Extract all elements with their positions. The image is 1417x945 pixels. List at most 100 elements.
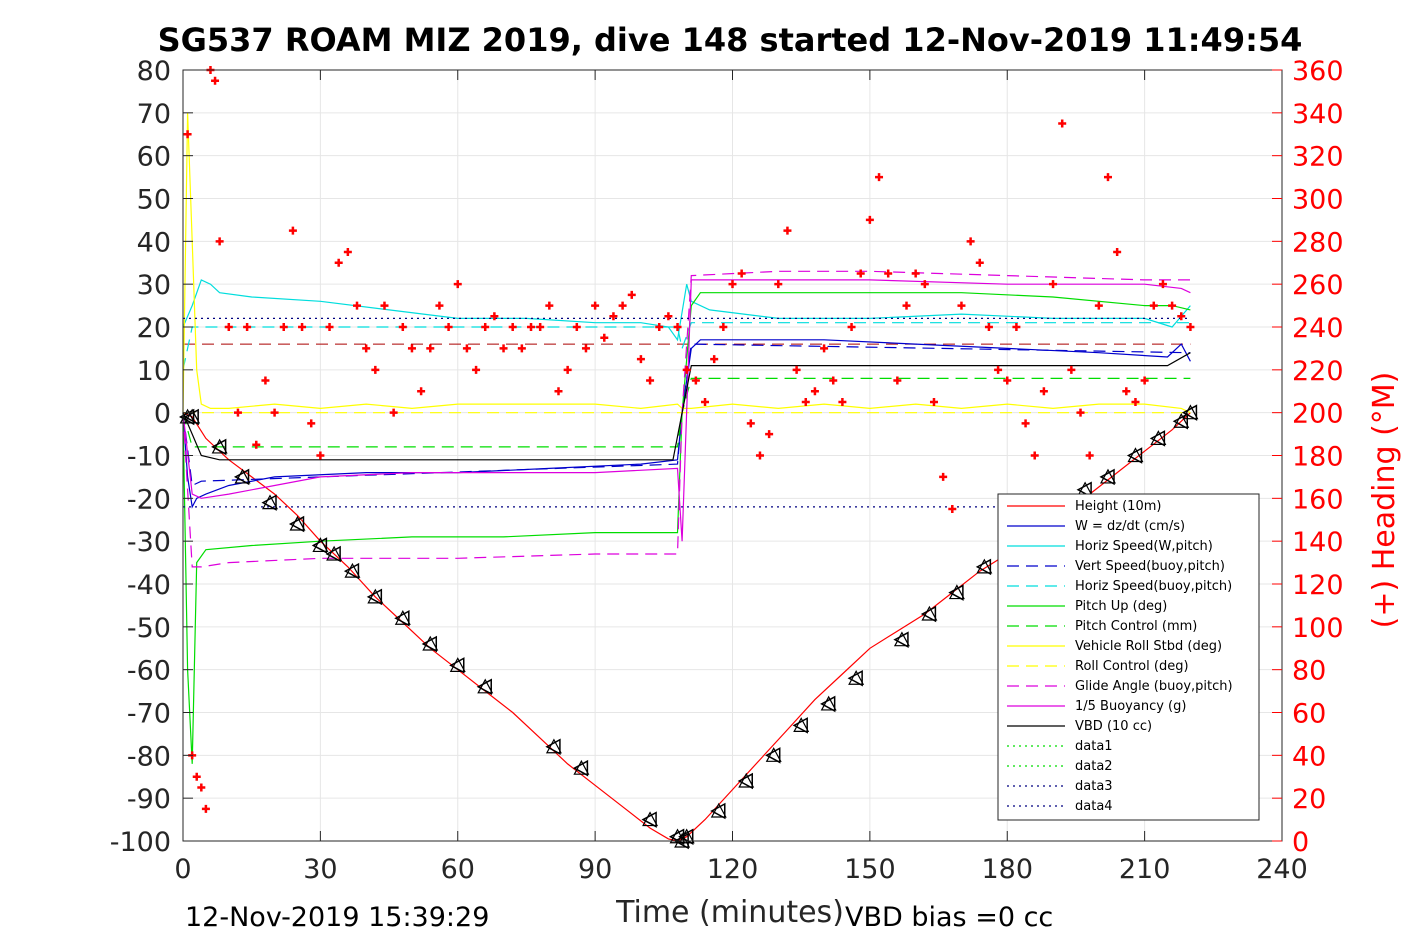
right-y-tick-label: 320: [1292, 142, 1344, 173]
chart-title: SG537 ROAM MIZ 2019, dive 148 started 12…: [158, 21, 1303, 59]
vehicle-marker-up: [1150, 430, 1167, 445]
heading-point: [746, 419, 755, 428]
vehicle-marker-left: [948, 584, 964, 601]
heading-point: [472, 365, 481, 374]
heading-point: [755, 451, 764, 460]
x-tick-label: 30: [303, 854, 337, 885]
heading-point: [380, 301, 389, 310]
heading-point: [389, 408, 398, 417]
right-y-tick-label: 100: [1292, 613, 1344, 644]
heading-point: [192, 772, 201, 781]
y-tick-label: -10: [127, 442, 171, 473]
vehicle-marker-up: [573, 759, 590, 775]
vehicle-marker-up: [765, 747, 782, 762]
vehicle-marker-up: [344, 562, 361, 578]
heading-point: [591, 301, 600, 310]
vehicle-marker-left: [893, 631, 909, 648]
heading-point: [847, 323, 856, 331]
legend-label: 1/5 Buoyancy (g): [1075, 699, 1186, 714]
heading-point: [984, 323, 993, 331]
legend: Height (10m) W = dz/dt (cm/s) Horiz Speed(…: [997, 493, 1260, 821]
y-tick-label: -80: [127, 741, 171, 772]
heading-point: [517, 344, 526, 353]
vehicle-marker-up: [422, 635, 439, 651]
y-tick-label: 80: [137, 56, 171, 87]
heading-point: [527, 323, 536, 331]
heading-point: [948, 505, 957, 514]
vehicle-marker-left: [572, 759, 589, 777]
right-y-tick-label: 280: [1292, 227, 1344, 258]
vehicle-marker-up: [394, 610, 411, 625]
heading-point: [994, 365, 1003, 374]
heading-point: [1177, 312, 1186, 321]
heading-point: [426, 344, 435, 353]
heading-point: [1122, 387, 1131, 396]
vehicle-marker-up: [820, 695, 837, 711]
right-y-tick-label: 360: [1292, 56, 1344, 87]
heading-point: [838, 397, 847, 406]
legend-label: Pitch Control (mm): [1075, 619, 1197, 634]
heading-point: [810, 387, 819, 396]
heading-point: [618, 301, 627, 310]
plot-area: [178, 66, 1199, 850]
heading-point: [545, 301, 554, 310]
y-tick-label: -100: [110, 827, 171, 858]
y-tick-label: -60: [127, 656, 171, 687]
y-tick-label: -90: [127, 784, 171, 815]
y-tick-label: -20: [127, 484, 171, 515]
heading-point: [499, 344, 508, 353]
heading-point: [444, 323, 453, 331]
series-line-5: [182, 292, 1191, 764]
right-y-tick-label: 200: [1292, 399, 1344, 430]
y-tick-label: 10: [137, 356, 171, 387]
heading-point: [183, 130, 192, 139]
y-tick-label: -40: [127, 570, 171, 601]
vehicle-marker-left: [366, 588, 383, 606]
heading-point: [1131, 397, 1140, 406]
x-tick-label: 90: [578, 854, 612, 885]
vehicle-marker-up: [738, 772, 755, 788]
legend-label: W = dz/dt (cm/s): [1075, 519, 1185, 534]
vehicle-marker-left: [343, 562, 360, 580]
heading-point: [563, 365, 572, 374]
y-axis-ticks: 80 70 60 50 40 30 20 10 0 -10 -20 -30 -40 -50 -60 -70 -8…: [110, 56, 193, 858]
series-line-3: [182, 343, 1191, 487]
vehicle-marker-up: [312, 537, 329, 553]
heading-point: [201, 804, 210, 813]
heading-point: [939, 472, 948, 481]
series-line-9: [182, 270, 1191, 568]
series-line-11: [182, 352, 1191, 461]
vehicle-marker-left: [1181, 404, 1198, 421]
vehicle-marker-left: [233, 468, 250, 486]
vehicle-marker-up: [893, 631, 910, 647]
legend-label: Horiz Speed(buoy,pitch): [1075, 579, 1232, 594]
heading-point: [261, 376, 270, 385]
heading-point: [481, 323, 490, 331]
heading-point: [1113, 248, 1122, 257]
heading-point: [911, 269, 920, 278]
vehicle-marker-left: [792, 717, 808, 734]
vehicle-marker-left: [394, 610, 410, 627]
heading-point: [875, 173, 884, 182]
heading-point: [856, 269, 865, 278]
heading-point: [316, 451, 325, 460]
right-y-tick-label: 20: [1292, 784, 1326, 815]
heading-point: [801, 397, 810, 406]
series-line-10: [182, 279, 1191, 542]
heading-point: [407, 344, 416, 353]
x-tick-label: 0: [174, 854, 191, 885]
heading-point: [957, 301, 966, 310]
heading-point: [884, 269, 893, 278]
y-tick-label: 30: [137, 270, 171, 301]
vehicle-marker-up: [678, 828, 695, 844]
heading-point: [920, 280, 929, 289]
vehicle-marker-up: [1182, 404, 1199, 420]
y-tick-label: 20: [137, 313, 171, 344]
legend-label: Vert Speed(buoy,pitch): [1075, 559, 1225, 574]
heading-point: [636, 355, 645, 364]
heading-point: [197, 783, 206, 792]
heading-point: [581, 344, 590, 353]
heading-point: [307, 419, 316, 428]
heading-point: [270, 408, 279, 417]
heading-point: [682, 365, 691, 374]
